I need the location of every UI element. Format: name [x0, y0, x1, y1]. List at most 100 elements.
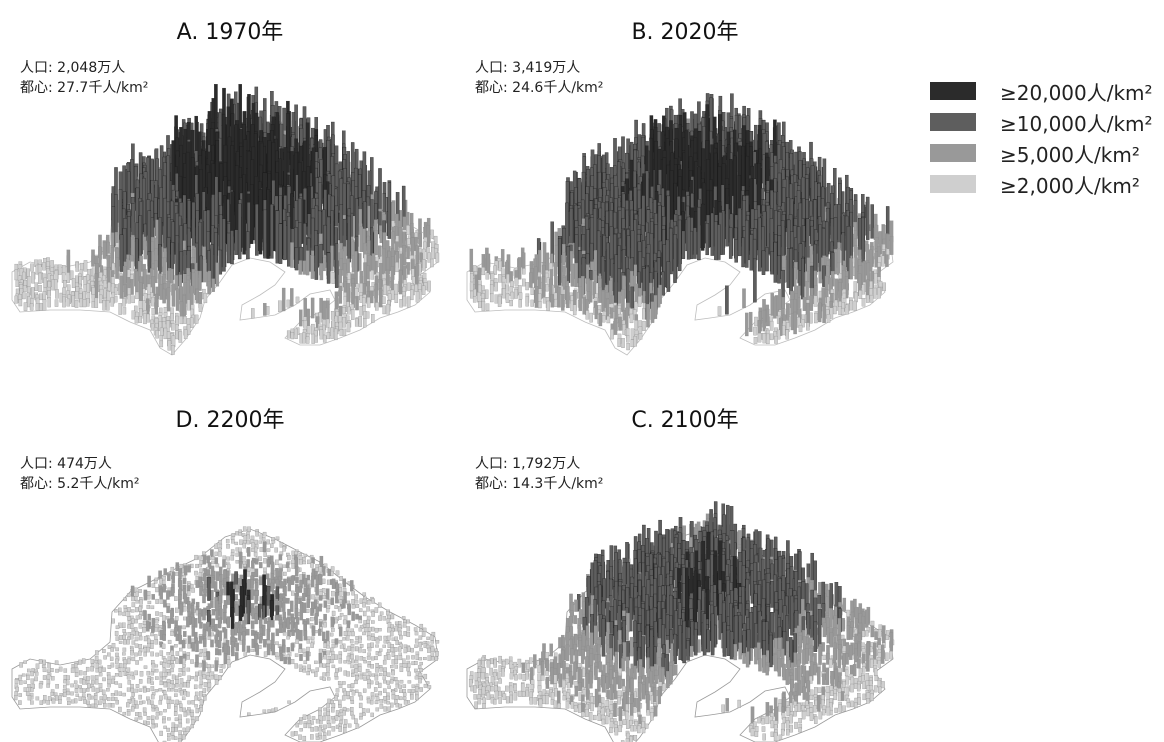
- density-bar: [199, 676, 203, 680]
- density-bar: [821, 287, 826, 307]
- density-bar: [214, 543, 218, 550]
- density-bar: [91, 249, 95, 267]
- density-bar: [391, 670, 395, 676]
- density-bar: [331, 627, 335, 632]
- density-bar: [187, 603, 191, 613]
- density-bar: [589, 312, 593, 323]
- density-bar: [287, 216, 291, 267]
- density-bar: [406, 666, 410, 672]
- density-bar: [126, 667, 131, 673]
- density-bar: [498, 260, 502, 272]
- density-bar: [217, 547, 222, 552]
- density-bar: [114, 609, 118, 613]
- density-bar: [218, 630, 222, 642]
- density-bar: [166, 605, 170, 614]
- density-bar: [298, 643, 303, 650]
- center-density-label: 都心: 27.7千人/km²: [20, 80, 149, 96]
- density-bar: [598, 312, 603, 327]
- density-bar: [183, 631, 187, 637]
- density-bar: [150, 632, 154, 637]
- density-bar: [147, 613, 151, 621]
- density-bar: [414, 631, 419, 636]
- density-bar: [194, 314, 199, 324]
- density-bar: [493, 265, 497, 275]
- density-bar: [183, 565, 188, 576]
- density-bar: [183, 316, 187, 324]
- density-bar: [135, 599, 140, 604]
- density-bar: [383, 655, 388, 660]
- density-bar: [773, 296, 777, 319]
- density-bar: [42, 262, 46, 271]
- density-bar: [522, 268, 526, 275]
- density-bar: [94, 656, 99, 661]
- density-bar: [126, 593, 131, 598]
- density-bar: [159, 588, 163, 600]
- density-bar: [514, 277, 519, 287]
- density-bar: [198, 563, 202, 568]
- density-bar: [123, 608, 128, 612]
- density-bar: [223, 612, 227, 624]
- density-bar: [378, 635, 382, 641]
- density-bar: [363, 262, 367, 287]
- density-bar: [489, 284, 494, 295]
- density-bar: [186, 655, 190, 660]
- density-bar: [66, 249, 71, 276]
- density-bar: [175, 315, 179, 327]
- density-bar: [415, 671, 420, 676]
- density-bar: [197, 613, 202, 624]
- density-bar: [387, 182, 392, 239]
- density-bar: [154, 668, 159, 673]
- density-bar: [331, 610, 336, 616]
- density-bar: [118, 303, 122, 315]
- density-bar: [162, 288, 166, 304]
- density-bar: [258, 189, 263, 255]
- density-bar: [194, 662, 199, 668]
- density-bar: [287, 657, 291, 665]
- density-bar: [705, 223, 709, 256]
- density-bar: [178, 568, 182, 580]
- density-bar: [231, 573, 235, 580]
- density-bar: [359, 306, 363, 316]
- density-bar: [315, 564, 319, 569]
- density-bar: [179, 603, 183, 616]
- density-bar: [793, 311, 797, 335]
- density-bar: [358, 253, 362, 271]
- density-bar: [342, 328, 347, 336]
- density-bar: [218, 551, 222, 557]
- density-bar: [203, 292, 208, 304]
- density-bar: [363, 627, 368, 633]
- density-bar: [278, 563, 283, 568]
- density-bar: [191, 587, 195, 593]
- density-bar: [382, 644, 386, 648]
- density-bar: [182, 578, 187, 585]
- density-bar: [347, 603, 351, 616]
- density-bar: [319, 329, 324, 340]
- density-bar: [378, 672, 383, 677]
- density-bar: [335, 570, 340, 576]
- density-bar: [366, 675, 371, 680]
- density-bar: [130, 261, 135, 272]
- density-bar: [226, 556, 230, 561]
- density-bar: [389, 630, 394, 637]
- density-bar: [423, 683, 428, 688]
- density-bar: [206, 675, 210, 680]
- density-bar: [347, 684, 351, 688]
- density-bar: [262, 541, 267, 553]
- density-bar: [349, 639, 354, 644]
- density-bar: [354, 318, 359, 327]
- density-bar: [194, 554, 198, 561]
- density-bar: [238, 532, 243, 536]
- density-bar: [189, 317, 194, 328]
- density-bar: [291, 590, 295, 596]
- density-bar: [226, 544, 230, 549]
- density-bar: [370, 270, 375, 280]
- density-bar: [58, 264, 62, 275]
- density-bar: [143, 269, 147, 291]
- density-bar: [31, 287, 35, 299]
- density-bar: [126, 639, 130, 645]
- density-bar: [310, 255, 315, 279]
- density-bar: [315, 575, 319, 585]
- density-bar: [306, 646, 310, 652]
- density-bar: [693, 227, 697, 259]
- density-bar: [310, 617, 314, 622]
